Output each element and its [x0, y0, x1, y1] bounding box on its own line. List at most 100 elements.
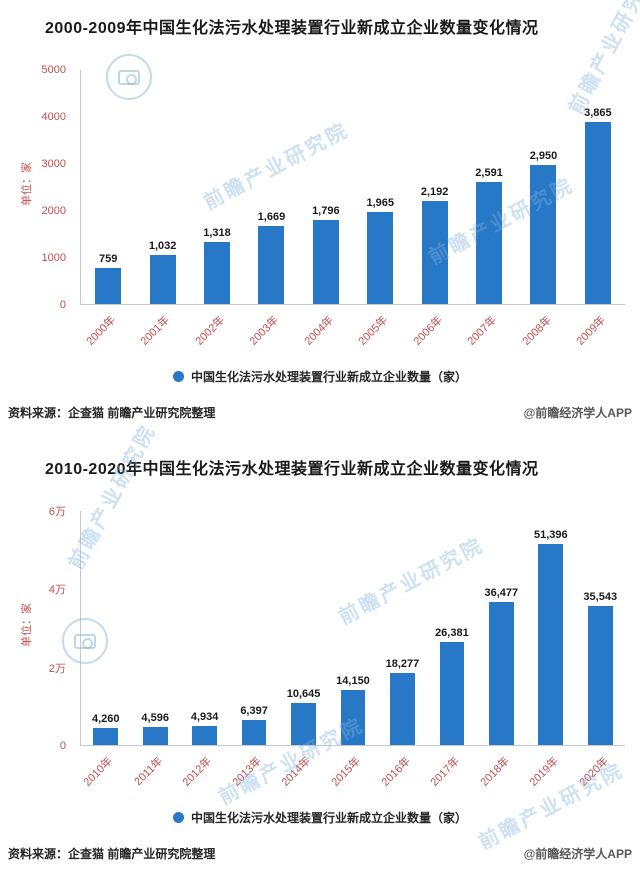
plot-area: 4,260 4,596 4,934 6,397 10,645 14,150 18,277 26…: [80, 511, 625, 746]
x-tick-slot: 2006年: [407, 306, 462, 354]
bar-value-label: 2,950: [529, 150, 558, 162]
bar: [93, 728, 119, 745]
bar-value-label: 4,260: [91, 713, 120, 725]
y-axis: 0 2万 4万 6万: [28, 506, 74, 752]
y-tick-label: 0: [59, 740, 66, 752]
x-tick-slot: 2016年: [377, 747, 427, 795]
bar-value-label: 1,318: [203, 227, 231, 239]
bar-slot: 1,318: [190, 70, 244, 304]
x-tick-slot: 2014年: [278, 747, 328, 795]
bar-slot: 26,381: [427, 511, 476, 745]
bar-value-label: 18,277: [385, 658, 420, 670]
x-tick-label: 2006年: [411, 314, 445, 348]
chart-title: 2000-2009年中国生化法污水处理装置行业新成立企业数量变化情况: [45, 20, 539, 37]
x-tick-label: 2012年: [180, 755, 215, 789]
chart-footer: 资料来源：企查猫 前瞻产业研究院整理 @前瞻经济学人APP: [8, 845, 632, 862]
x-axis: 2010年 2011年 2012年 2013年 2014年 2015年 2016年 2017年…: [80, 747, 625, 795]
bar: [95, 268, 122, 304]
chart-footer: 资料来源：企查猫 前瞻产业研究院整理 @前瞻经济学人APP: [8, 404, 632, 421]
x-tick-label: 2009年: [574, 314, 609, 348]
x-tick-slot: 2017年: [427, 747, 477, 795]
bar-slot: 10,645: [279, 511, 328, 745]
bar-value-label: 10,645: [286, 688, 321, 700]
x-tick-label: 2013年: [230, 755, 265, 789]
bar: [584, 122, 611, 304]
bar: [340, 690, 366, 745]
bar-value-label: 3,865: [584, 107, 612, 119]
credit-note: @前瞻经济学人APP: [523, 847, 632, 861]
bar-slot: 2,192: [407, 70, 461, 304]
bar-slot: 6,397: [229, 511, 278, 745]
x-tick-label: 2003年: [247, 314, 282, 348]
bar: [204, 242, 231, 304]
x-tick-label: 2001年: [138, 314, 173, 348]
x-tick-slot: 2009年: [571, 306, 626, 354]
x-tick-slot: 2012年: [179, 747, 229, 795]
bar-value-label: 2,591: [475, 167, 503, 179]
x-tick-label: 2008年: [520, 314, 554, 348]
x-tick-label: 2007年: [465, 314, 500, 348]
x-tick-label: 2014年: [279, 755, 314, 789]
bar-slot: 4,260: [81, 511, 130, 745]
x-tick-slot: 2000年: [80, 306, 135, 354]
y-tick-label: 1000: [41, 252, 66, 264]
bar-value-label: 1,965: [366, 197, 394, 209]
y-tick-label: 4000: [41, 111, 66, 123]
y-tick-label: 6万: [48, 506, 66, 518]
credit-note: @前瞻经济学人APP: [523, 406, 632, 420]
x-tick-slot: 2011年: [130, 747, 180, 795]
bar: [192, 726, 217, 745]
legend: 中国生化法污水处理装置行业新成立企业数量（家）: [0, 809, 640, 826]
bar-slot: 1,669: [244, 70, 298, 304]
bar: [390, 673, 415, 745]
chart-2000-2009: 2000-2009年中国生化法污水处理装置行业新成立企业数量变化情况 单位：家 …: [0, 0, 640, 440]
bar: [258, 226, 285, 304]
bar-value-label: 6,397: [240, 705, 268, 717]
plot-area: 759 1,032 1,318 1,669 1,796 1,965 2,192 2,591 2,…: [80, 70, 625, 305]
x-tick-label: 2016年: [379, 755, 413, 789]
x-tick-slot: 2002年: [189, 306, 244, 354]
bar-slot: 14,150: [328, 511, 377, 745]
bar: [587, 606, 613, 745]
x-tick-slot: 2013年: [229, 747, 279, 795]
bar-value-label: 1,032: [148, 240, 177, 252]
legend-label: 中国生化法污水处理装置行业新成立企业数量（家）: [190, 370, 467, 384]
x-tick-label: 2018年: [478, 755, 512, 789]
legend-marker-dot: [172, 371, 184, 382]
bar: [291, 703, 316, 745]
bar-value-label: 1,669: [257, 211, 286, 223]
bar-slot: 1,796: [299, 70, 353, 304]
bar-value-label: 14,150: [336, 675, 370, 687]
y-axis: 0 1000 2000 3000 4000 5000: [28, 64, 74, 311]
bar-value-label: 26,381: [435, 627, 469, 639]
bar-value-label: 1,796: [312, 205, 340, 217]
x-tick-label: 2020年: [577, 755, 611, 789]
bar-value-label: 4,596: [141, 712, 169, 724]
x-tick-label: 2005年: [356, 314, 391, 348]
y-tick-label: 3000: [41, 158, 66, 170]
x-tick-slot: 2005年: [353, 306, 408, 354]
x-tick-slot: 2019年: [526, 747, 576, 795]
bar: [241, 720, 267, 745]
bar: [312, 220, 339, 304]
bar-value-label: 36,477: [484, 587, 519, 599]
x-tick-label: 2011年: [131, 755, 165, 789]
legend: 中国生化法污水处理装置行业新成立企业数量（家）: [0, 368, 640, 385]
chart-2010-2020: 2010-2020年中国生化法污水处理装置行业新成立企业数量变化情况 单位：家 …: [0, 441, 640, 881]
x-axis: 2000年 2001年 2002年 2003年 2004年 2005年 2006年 2007年…: [80, 306, 625, 354]
bar: [538, 544, 564, 745]
x-tick-label: 2004年: [302, 314, 336, 348]
x-tick-label: 2019年: [527, 755, 562, 789]
y-tick-label: 4万: [48, 584, 66, 597]
x-tick-label: 2002年: [193, 314, 227, 348]
y-tick-label: 5000: [41, 64, 66, 76]
bar-slot: 759: [81, 70, 135, 304]
chart-title: 2010-2020年中国生化法污水处理装置行业新成立企业数量变化情况: [45, 461, 539, 478]
bar: [149, 255, 176, 304]
bar-slot: 18,277: [378, 511, 427, 745]
x-tick-label: 2010年: [81, 755, 116, 789]
bar-value-label: 2,192: [420, 186, 449, 198]
bar-value-label: 35,543: [583, 591, 618, 603]
legend-label: 中国生化法污水处理装置行业新成立企业数量（家）: [190, 811, 467, 825]
x-tick-slot: 2015年: [328, 747, 378, 795]
